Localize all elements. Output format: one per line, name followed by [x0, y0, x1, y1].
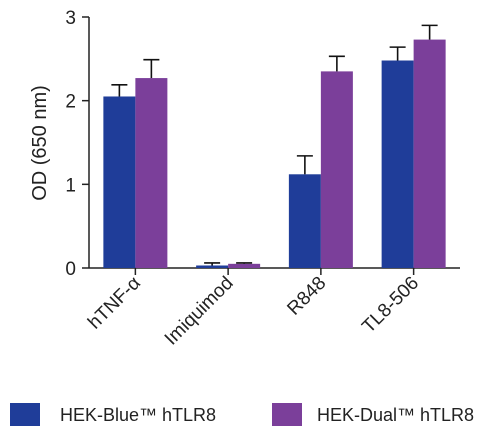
x-tick-label: hTNF-α — [84, 273, 145, 334]
x-tick-label: Imiquimod — [161, 273, 238, 350]
x-tick-label: TL8-506 — [358, 273, 423, 338]
x-tick-label: R848 — [283, 273, 330, 320]
bars — [103, 39, 446, 269]
legend-label: HEK-Blue™ hTLR8 — [60, 405, 216, 425]
y-axis-label: OD (650 nm) — [29, 85, 51, 201]
legend-swatch — [272, 403, 302, 426]
bar-blue-1 — [196, 265, 229, 268]
legend-swatch — [10, 403, 40, 426]
legend-label: HEK-Dual™ hTLR8 — [317, 405, 474, 425]
legend: HEK-Blue™ hTLR8 HEK-Dual™ hTLR8 — [10, 403, 474, 426]
bar-dual-2 — [320, 71, 353, 268]
y-tick-label: 1 — [65, 175, 76, 196]
error-bars — [111, 24, 438, 266]
bar-blue-2 — [288, 174, 321, 268]
y-tick-label: 0 — [65, 259, 76, 280]
bar-blue-3 — [381, 60, 414, 268]
bar-dual-3 — [413, 39, 446, 269]
y-tick-label: 3 — [65, 8, 76, 29]
bar-blue-0 — [103, 96, 136, 268]
y-tick-label: 2 — [65, 92, 76, 113]
bar-dual-0 — [135, 78, 168, 269]
bar-dual-1 — [228, 263, 261, 268]
